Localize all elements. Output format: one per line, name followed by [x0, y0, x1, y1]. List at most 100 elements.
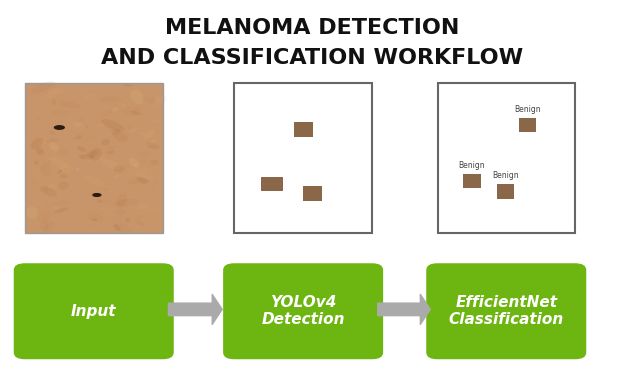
Ellipse shape: [49, 157, 69, 168]
Ellipse shape: [136, 177, 149, 184]
FancyBboxPatch shape: [462, 174, 481, 188]
Ellipse shape: [84, 154, 106, 162]
Ellipse shape: [130, 111, 142, 115]
FancyBboxPatch shape: [25, 82, 162, 232]
Ellipse shape: [26, 207, 38, 219]
Ellipse shape: [92, 193, 101, 197]
Ellipse shape: [73, 135, 82, 140]
Ellipse shape: [54, 125, 65, 130]
Ellipse shape: [44, 204, 49, 207]
FancyBboxPatch shape: [519, 118, 536, 132]
Ellipse shape: [44, 220, 55, 233]
Text: Input: Input: [71, 304, 116, 319]
Ellipse shape: [81, 135, 94, 142]
Ellipse shape: [124, 84, 132, 87]
Ellipse shape: [92, 218, 98, 221]
Ellipse shape: [131, 111, 140, 117]
Ellipse shape: [153, 120, 161, 122]
FancyBboxPatch shape: [14, 263, 174, 359]
Ellipse shape: [111, 129, 120, 135]
Ellipse shape: [48, 88, 64, 94]
Ellipse shape: [77, 118, 85, 123]
Ellipse shape: [59, 100, 80, 108]
Ellipse shape: [58, 182, 69, 190]
Ellipse shape: [138, 132, 148, 135]
Ellipse shape: [57, 170, 62, 174]
Ellipse shape: [59, 174, 68, 178]
Text: AND CLASSIFICATION WORKFLOW: AND CLASSIFICATION WORKFLOW: [101, 48, 524, 68]
FancyBboxPatch shape: [497, 184, 514, 199]
Ellipse shape: [125, 217, 131, 222]
Ellipse shape: [107, 150, 114, 154]
Ellipse shape: [98, 96, 122, 102]
Ellipse shape: [86, 224, 95, 228]
Ellipse shape: [111, 107, 119, 111]
Ellipse shape: [121, 196, 126, 199]
Ellipse shape: [113, 224, 121, 231]
Ellipse shape: [116, 223, 131, 233]
Text: MELANOMA DETECTION: MELANOMA DETECTION: [165, 18, 460, 38]
Text: YOLOv4
Detection: YOLOv4 Detection: [261, 295, 345, 327]
Ellipse shape: [135, 172, 153, 180]
Ellipse shape: [73, 122, 82, 128]
Ellipse shape: [36, 148, 44, 155]
FancyBboxPatch shape: [294, 122, 312, 137]
Ellipse shape: [107, 109, 112, 114]
Ellipse shape: [44, 188, 48, 190]
FancyBboxPatch shape: [261, 177, 282, 191]
Ellipse shape: [52, 110, 70, 116]
Ellipse shape: [142, 96, 157, 104]
Ellipse shape: [132, 106, 141, 113]
Ellipse shape: [100, 208, 106, 211]
Ellipse shape: [133, 167, 154, 174]
Ellipse shape: [76, 168, 79, 171]
Ellipse shape: [150, 160, 159, 165]
Ellipse shape: [151, 96, 167, 105]
Ellipse shape: [69, 162, 74, 165]
Ellipse shape: [128, 178, 148, 184]
Ellipse shape: [46, 138, 59, 143]
Text: EfficientNet
Classification: EfficientNet Classification: [449, 295, 564, 327]
Text: Benign: Benign: [514, 105, 541, 114]
Ellipse shape: [60, 162, 73, 173]
Ellipse shape: [152, 186, 158, 190]
Ellipse shape: [127, 124, 132, 130]
Ellipse shape: [34, 160, 39, 165]
Ellipse shape: [55, 164, 69, 170]
Ellipse shape: [136, 203, 158, 214]
Ellipse shape: [77, 146, 86, 152]
Ellipse shape: [139, 160, 147, 165]
Ellipse shape: [129, 128, 137, 133]
Ellipse shape: [148, 145, 158, 148]
Ellipse shape: [67, 170, 77, 174]
Ellipse shape: [31, 81, 55, 93]
Ellipse shape: [119, 107, 138, 116]
Ellipse shape: [38, 210, 51, 224]
Ellipse shape: [102, 188, 107, 191]
FancyBboxPatch shape: [234, 82, 372, 232]
Ellipse shape: [137, 204, 148, 210]
Ellipse shape: [48, 160, 51, 162]
Ellipse shape: [90, 148, 102, 161]
FancyBboxPatch shape: [438, 82, 575, 232]
Ellipse shape: [114, 199, 139, 207]
Ellipse shape: [93, 123, 101, 125]
Ellipse shape: [150, 140, 156, 144]
Ellipse shape: [131, 89, 144, 104]
Ellipse shape: [136, 216, 142, 221]
Ellipse shape: [144, 214, 155, 217]
Ellipse shape: [38, 138, 48, 146]
Ellipse shape: [135, 221, 145, 226]
Ellipse shape: [51, 128, 56, 131]
Ellipse shape: [49, 130, 55, 135]
Ellipse shape: [83, 94, 96, 99]
Ellipse shape: [115, 209, 126, 215]
Ellipse shape: [88, 213, 104, 222]
Ellipse shape: [79, 154, 94, 159]
Ellipse shape: [31, 172, 41, 176]
Ellipse shape: [52, 204, 61, 210]
Ellipse shape: [86, 125, 88, 128]
FancyBboxPatch shape: [223, 263, 383, 359]
Ellipse shape: [41, 162, 51, 176]
Ellipse shape: [87, 150, 98, 158]
